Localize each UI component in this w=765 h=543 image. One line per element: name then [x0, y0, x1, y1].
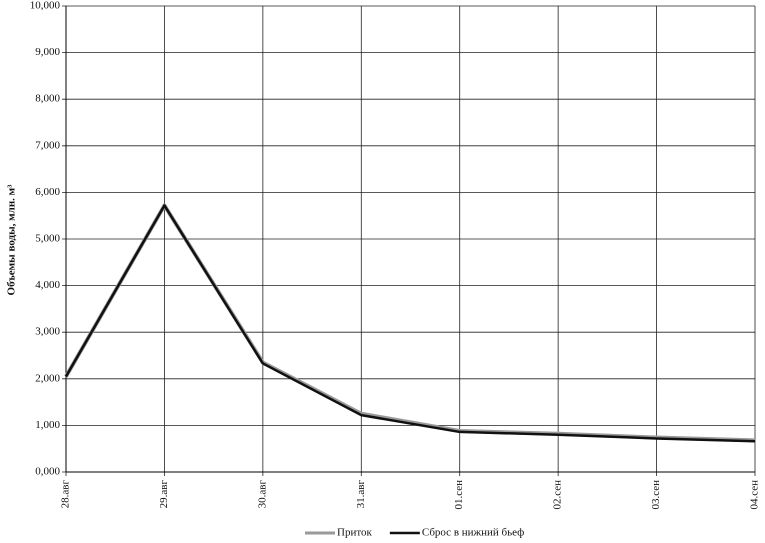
series-line	[64, 203, 756, 443]
x-tick-label: 02.сен	[552, 480, 564, 510]
x-tick-label: 01.сен	[453, 480, 465, 510]
y-tick-label: 7,000	[35, 139, 60, 151]
y-tick-label: 9,000	[35, 46, 60, 58]
y-tick-label: 6,000	[35, 186, 60, 198]
series-line	[64, 204, 756, 443]
x-tick-label: 28.авг	[60, 480, 72, 509]
x-tick-label: 31.авг	[355, 480, 367, 509]
y-axis-label: Объемы воды, млн. м³	[6, 184, 18, 296]
y-tick-label: 0,000	[35, 466, 60, 478]
x-tick-label: 29.авг	[158, 480, 170, 509]
x-tick-label: 04.сен	[749, 480, 761, 510]
y-tick-label: 4,000	[35, 279, 60, 291]
x-tick-label: 03.сен	[650, 480, 662, 510]
y-tick-label: 2,000	[35, 372, 60, 384]
legend-label: Приток	[337, 527, 372, 539]
legend-label: Сброс в нижний бьеф	[422, 527, 524, 539]
y-tick-label: 1,000	[35, 419, 60, 431]
y-tick-label: 8,000	[35, 93, 60, 105]
y-tick-label: 10,000	[30, 0, 61, 12]
y-tick-label: 3,000	[35, 326, 60, 338]
y-tick-label: 5,000	[35, 233, 60, 245]
x-tick-label: 30.авг	[256, 480, 268, 509]
